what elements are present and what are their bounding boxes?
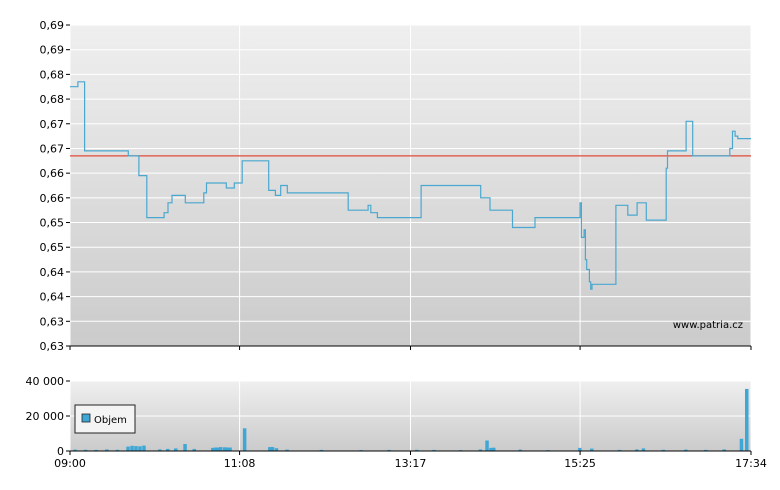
volume-bar <box>225 447 230 451</box>
legend: Objem <box>74 404 136 434</box>
volume-bar <box>216 447 220 451</box>
volume-bar <box>219 447 223 451</box>
watermark: www.patria.cz <box>673 320 743 331</box>
volume-bar <box>478 449 483 451</box>
volume-bar <box>270 447 275 451</box>
price-y-tick-label: 0,65 <box>40 241 65 254</box>
volume-bar <box>73 449 77 451</box>
price-x-ticks <box>69 346 752 350</box>
volume-y-axis: 0 20 000 40 000 <box>26 375 70 458</box>
volume-bar <box>617 449 622 451</box>
volume-bar <box>268 447 272 451</box>
volume-bar <box>387 449 391 451</box>
price-grid <box>69 24 752 347</box>
legend-label: Objem <box>94 415 127 426</box>
price-y-tick-label: 0,63 <box>40 315 65 328</box>
volume-bar <box>83 449 88 451</box>
legend-box <box>74 404 136 434</box>
volume-bar <box>274 448 279 451</box>
volume-bar <box>242 428 247 452</box>
volume-bar <box>192 448 196 451</box>
volume-bar <box>134 446 138 451</box>
price-y-tick-label: 0,69 <box>40 44 65 57</box>
volume-bar <box>722 449 726 451</box>
volume-bar <box>158 449 162 451</box>
price-y-tick-label: 0,66 <box>40 167 65 180</box>
volume-bar <box>285 449 289 451</box>
price-y-tick-label: 0,66 <box>40 192 65 205</box>
volume-bar <box>415 449 419 451</box>
time-axis: 09:00 11:08 13:17 15:25 17:34 <box>54 451 767 470</box>
volume-bars <box>73 388 749 452</box>
price-y-tick-label: 0,69 <box>40 19 65 32</box>
volume-bar <box>228 447 232 451</box>
volume-bar <box>213 447 218 451</box>
price-series-line <box>70 81 751 290</box>
volume-bar <box>739 438 744 452</box>
volume-bar <box>432 449 436 451</box>
time-tick-label: 15:25 <box>564 457 596 470</box>
volume-bar <box>166 448 170 451</box>
price-y-tick-label: 0,68 <box>40 68 65 81</box>
volume-bar <box>489 447 493 451</box>
time-tick-label: 17:34 <box>735 457 767 470</box>
volume-bar <box>485 440 489 451</box>
volume-bar <box>492 447 496 451</box>
price-y-tick-label: 0,67 <box>40 142 65 155</box>
price-y-tick-label: 0,65 <box>40 217 65 230</box>
volume-bar <box>704 449 708 451</box>
volume-y-tick-label: 20 000 <box>26 410 65 423</box>
volume-bar <box>661 449 666 451</box>
time-tick-label: 13:17 <box>395 457 427 470</box>
price-y-tick-label: 0,64 <box>40 266 65 279</box>
volume-bar <box>518 449 522 451</box>
price-y-tick-label: 0,63 <box>40 340 65 353</box>
price-y-tick-label: 0,64 <box>40 291 65 304</box>
volume-bar <box>684 449 688 451</box>
volume-bar <box>115 449 120 451</box>
volume-y-tick-label: 40 000 <box>26 375 65 388</box>
volume-bar <box>138 446 142 451</box>
legend-swatch <box>81 413 91 423</box>
volume-bar <box>223 447 227 451</box>
volume-bar <box>319 449 324 451</box>
volume-bar <box>641 448 646 451</box>
volume-bar <box>142 445 146 451</box>
volume-bar <box>94 449 98 451</box>
price-y-tick-label: 0,67 <box>40 118 65 131</box>
volume-bar <box>105 449 109 451</box>
volume-bar <box>183 444 187 451</box>
price-y-axis: 0,63 0,63 0,64 0,64 0,65 0,65 0,66 0,66 0,67 0,67… <box>40 19 70 353</box>
volume-bar <box>130 445 134 452</box>
time-tick-label: 09:00 <box>54 457 86 470</box>
volume-bar <box>126 446 130 451</box>
volume-bar <box>211 447 215 451</box>
volume-bar <box>745 388 749 451</box>
volume-bar <box>174 448 178 451</box>
price-panel: 0,63 0,63 0,64 0,64 0,65 0,65 0,66 0,66 0,67 0,67… <box>40 19 752 353</box>
volume-y-tick-label: 0 <box>57 445 64 458</box>
price-y-tick-label: 0,68 <box>40 93 65 106</box>
volume-bar <box>590 448 594 451</box>
volume-bar <box>578 447 582 451</box>
volume-bar <box>635 449 639 451</box>
time-tick-label: 11:08 <box>224 457 256 470</box>
